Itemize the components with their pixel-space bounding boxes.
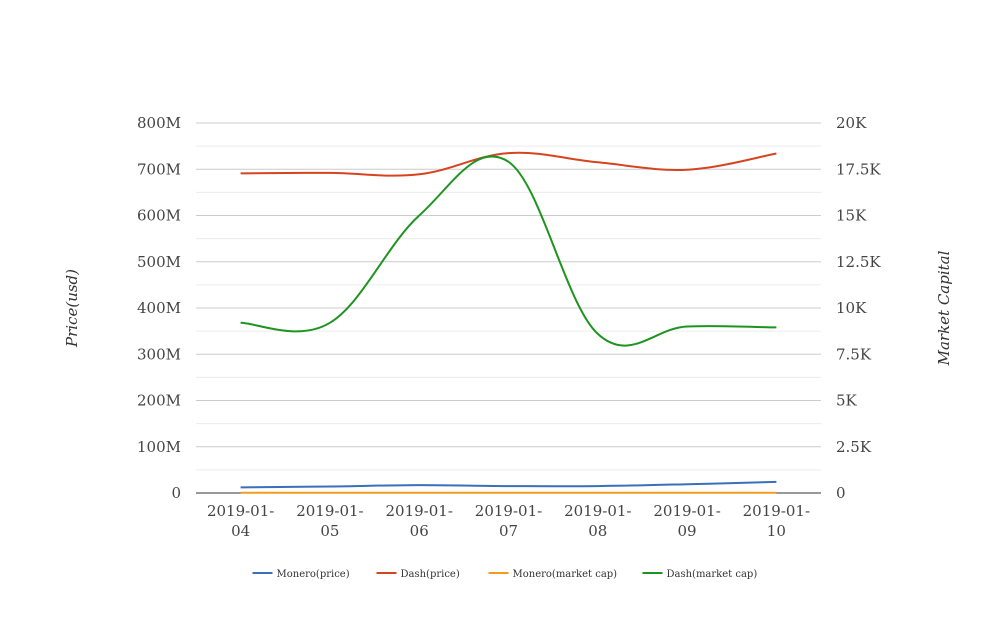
- x-tick-label: 2019-01-08: [564, 502, 631, 540]
- y2-tick-label: 15K: [836, 207, 867, 225]
- axes: 0 100M 200M 300M 400M 500M 600M 700M 800M 0 2.5K 5K…: [137, 114, 881, 540]
- y2-axis-title: Market Capital: [935, 250, 953, 366]
- legend-label: Monero(price): [277, 569, 350, 580]
- y-axis-title: Price(usd): [63, 269, 81, 348]
- legend-label: Dash(price): [401, 569, 460, 580]
- legend: Monero(price) Dash(price) Monero(market ca…: [252, 569, 758, 580]
- y2-tick-label: 12.5K: [836, 253, 881, 271]
- x-tick-label: 2019-01-10: [743, 502, 810, 540]
- series-line-dash-price: [240, 151, 777, 177]
- legend-item[interactable]: Monero(market cap): [488, 569, 618, 580]
- y2-tick-label: 10K: [836, 299, 867, 317]
- series-line-monero-price: [240, 480, 777, 489]
- y2-tick-label: 2.5K: [836, 438, 872, 456]
- series-lines: [240, 151, 777, 494]
- y-tick-label: 700M: [137, 160, 181, 178]
- y-tick-label: 600M: [137, 207, 181, 225]
- x-tick-label: 2019-01-04: [207, 502, 274, 540]
- grid: [196, 122, 821, 471]
- y-tick-label: 500M: [137, 253, 181, 271]
- legend-label: Monero(market cap): [513, 569, 618, 580]
- y2-tick-label: 17.5K: [836, 160, 881, 178]
- x-tick-label: 2019-01-05: [296, 502, 363, 540]
- y-tick-label: 100M: [137, 438, 181, 456]
- legend-item[interactable]: Monero(price): [252, 569, 350, 580]
- legend-label: Dash(market cap): [667, 569, 758, 580]
- y2-tick-label: 0: [836, 484, 846, 502]
- y-tick-label: 0: [171, 484, 181, 502]
- x-tick-label: 2019-01-07: [475, 502, 542, 540]
- y2-tick-label: 20K: [836, 114, 867, 132]
- y-tick-label: 300M: [137, 345, 181, 363]
- legend-item[interactable]: Dash(market cap): [642, 569, 758, 580]
- y-tick-label: 800M: [137, 114, 181, 132]
- y-tick-label: 400M: [137, 299, 181, 317]
- y-tick-label: 200M: [137, 392, 181, 410]
- series-line-dash-market-cap: [240, 155, 777, 347]
- legend-item[interactable]: Dash(price): [376, 569, 460, 580]
- x-tick-label: 2019-01-06: [386, 502, 453, 540]
- y2-tick-label: 7.5K: [836, 345, 872, 363]
- x-tick-label: 2019-01-09: [653, 502, 720, 540]
- y2-tick-label: 5K: [836, 392, 858, 410]
